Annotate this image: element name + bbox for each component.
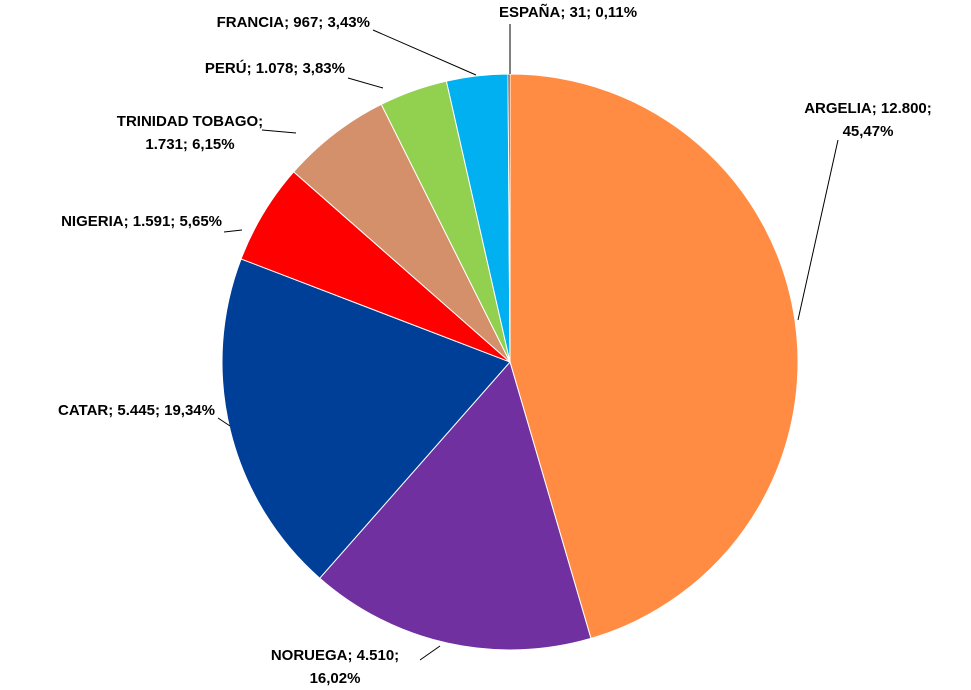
- data-label: CATAR; 5.445; 19,34%: [58, 402, 215, 419]
- leader-line: [419, 645, 441, 661]
- data-label-line: ESPAÑA; 31; 0,11%: [499, 3, 637, 21]
- data-label-line: FRANCIA; 967; 3,43%: [217, 14, 370, 31]
- leader-line: [372, 29, 477, 76]
- data-label: FRANCIA; 967; 3,43%: [217, 14, 370, 31]
- data-label: TRINIDAD TOBAGO; 1.731; 6,15%: [117, 113, 263, 153]
- data-label-line: 1.731; 6,15%: [145, 136, 234, 153]
- data-label: NIGERIA; 1.591; 5,65%: [61, 213, 222, 230]
- data-label: PERÚ; 1.078; 3,83%: [205, 59, 345, 77]
- data-label-line: CATAR; 5.445; 19,34%: [58, 402, 215, 419]
- data-label-line: PERÚ; 1.078; 3,83%: [205, 59, 345, 77]
- leader-line: [347, 77, 384, 89]
- data-label-line: TRINIDAD TOBAGO;: [117, 113, 263, 130]
- leader-line: [223, 229, 243, 233]
- pie-slice: [319, 360, 592, 651]
- data-label-line: 16,02%: [310, 670, 361, 687]
- pie-slice: [509, 73, 799, 640]
- data-label-line: ARGELIA; 12.800;: [804, 100, 932, 117]
- data-label-line: NIGERIA; 1.591; 5,65%: [61, 213, 222, 230]
- data-label: ARGELIA; 12.800; 45,47%: [804, 100, 932, 140]
- data-label: NORUEGA; 4.510; 16,02%: [271, 647, 399, 687]
- leader-line: [217, 417, 231, 427]
- data-label: ESPAÑA; 31; 0,11%: [499, 3, 637, 21]
- data-label-line: 45,47%: [843, 123, 894, 140]
- leader-line: [261, 129, 297, 134]
- data-label-line: NORUEGA; 4.510;: [271, 647, 399, 664]
- pie-slice: [221, 258, 511, 579]
- leader-line: [797, 139, 839, 321]
